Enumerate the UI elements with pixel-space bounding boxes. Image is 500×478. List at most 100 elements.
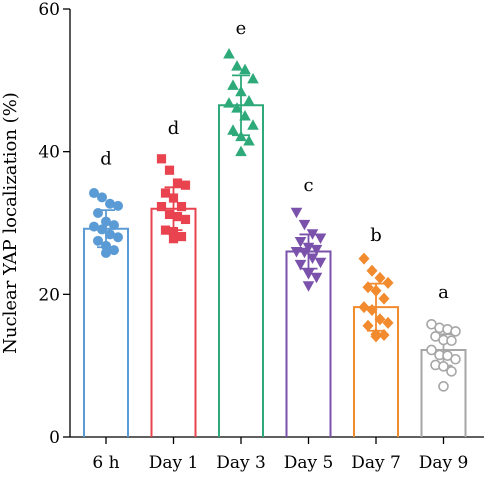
data-point [227,124,239,135]
data-point [314,257,327,269]
data-point [290,207,303,219]
data-point [105,198,115,209]
y-tick-label: 20 [38,285,60,305]
data-point [370,330,382,343]
data-point [294,259,307,271]
data-point [168,234,179,244]
data-point [235,145,247,157]
data-point [382,276,394,289]
y-tick-label: 40 [38,143,60,163]
y-tick-label: 0 [49,428,60,448]
data-point [358,252,370,265]
data-point [172,178,183,188]
data-point [164,165,175,175]
data-point [290,247,303,258]
data-point [156,201,167,212]
data-point [302,281,315,292]
data-point [109,245,119,256]
data-point [176,201,187,212]
axes [69,9,484,438]
data-point [294,237,307,248]
significance-letters: d d e c b a [100,18,449,303]
data-point [89,188,99,199]
data-point [227,79,239,90]
data-point [176,231,187,242]
significance-letter: d [100,149,112,170]
data-points [89,47,461,392]
data-point [306,229,319,240]
data-point [93,208,103,219]
data-point [223,97,235,108]
bars [83,104,467,437]
data-point [362,281,374,294]
data-point [374,271,386,284]
data-point [101,247,111,258]
data-point [362,319,374,332]
data-point [109,220,119,231]
data-point [306,253,319,264]
significance-letter: a [438,282,449,303]
data-point [156,154,167,164]
data-point [370,284,382,297]
data-point [366,264,378,277]
data-point [89,221,99,232]
data-point [180,180,191,190]
x-tick-label: Day 7 [351,453,401,473]
data-point [160,225,171,235]
data-point [97,192,107,203]
data-point [235,130,247,142]
x-tick-label: 6 h [92,453,119,473]
data-point [113,200,123,211]
bar [83,227,129,437]
data-point [450,353,461,365]
x-tick-label: Day 5 [284,453,334,473]
data-point [438,361,449,372]
data-point [382,316,394,329]
data-point [168,226,179,237]
data-point [105,229,115,240]
data-point [97,224,107,235]
data-point [378,328,390,341]
data-point [223,47,235,59]
data-point [378,292,390,305]
data-point [366,304,378,317]
data-point [374,313,386,326]
data-point [298,219,311,231]
x-ticks: 6 h Day 1 Day 3 Day 5 Day 7 Day 9 [92,437,468,473]
data-point [235,85,247,97]
data-point [247,72,259,84]
data-point [172,211,183,222]
data-point [168,193,179,203]
data-point [243,95,255,106]
data-point [243,134,255,146]
y-ticks: 0 20 40 60 [38,0,70,448]
data-point [164,209,175,220]
significance-letter: e [236,18,247,39]
data-point [93,235,103,246]
error-bars [97,74,453,367]
data-point [180,214,191,225]
significance-letter: d [168,118,180,139]
data-point [239,63,251,75]
data-point [310,272,323,284]
data-point [239,110,251,121]
y-tick-label: 60 [38,0,60,20]
x-tick-label: Day 3 [216,453,266,473]
data-point [231,60,243,71]
x-tick-label: Day 9 [419,453,469,473]
significance-letter: c [303,175,313,196]
data-point [160,188,171,198]
data-point [113,232,123,243]
data-point [298,247,311,259]
significance-letter: b [370,225,382,246]
data-point [101,240,111,251]
data-point [450,326,461,337]
data-point [314,233,327,244]
data-point [446,335,457,347]
x-tick-label: Day 1 [149,453,199,473]
data-point [302,269,315,280]
data-point [426,344,437,356]
data-point [446,366,457,377]
data-point [310,244,323,256]
